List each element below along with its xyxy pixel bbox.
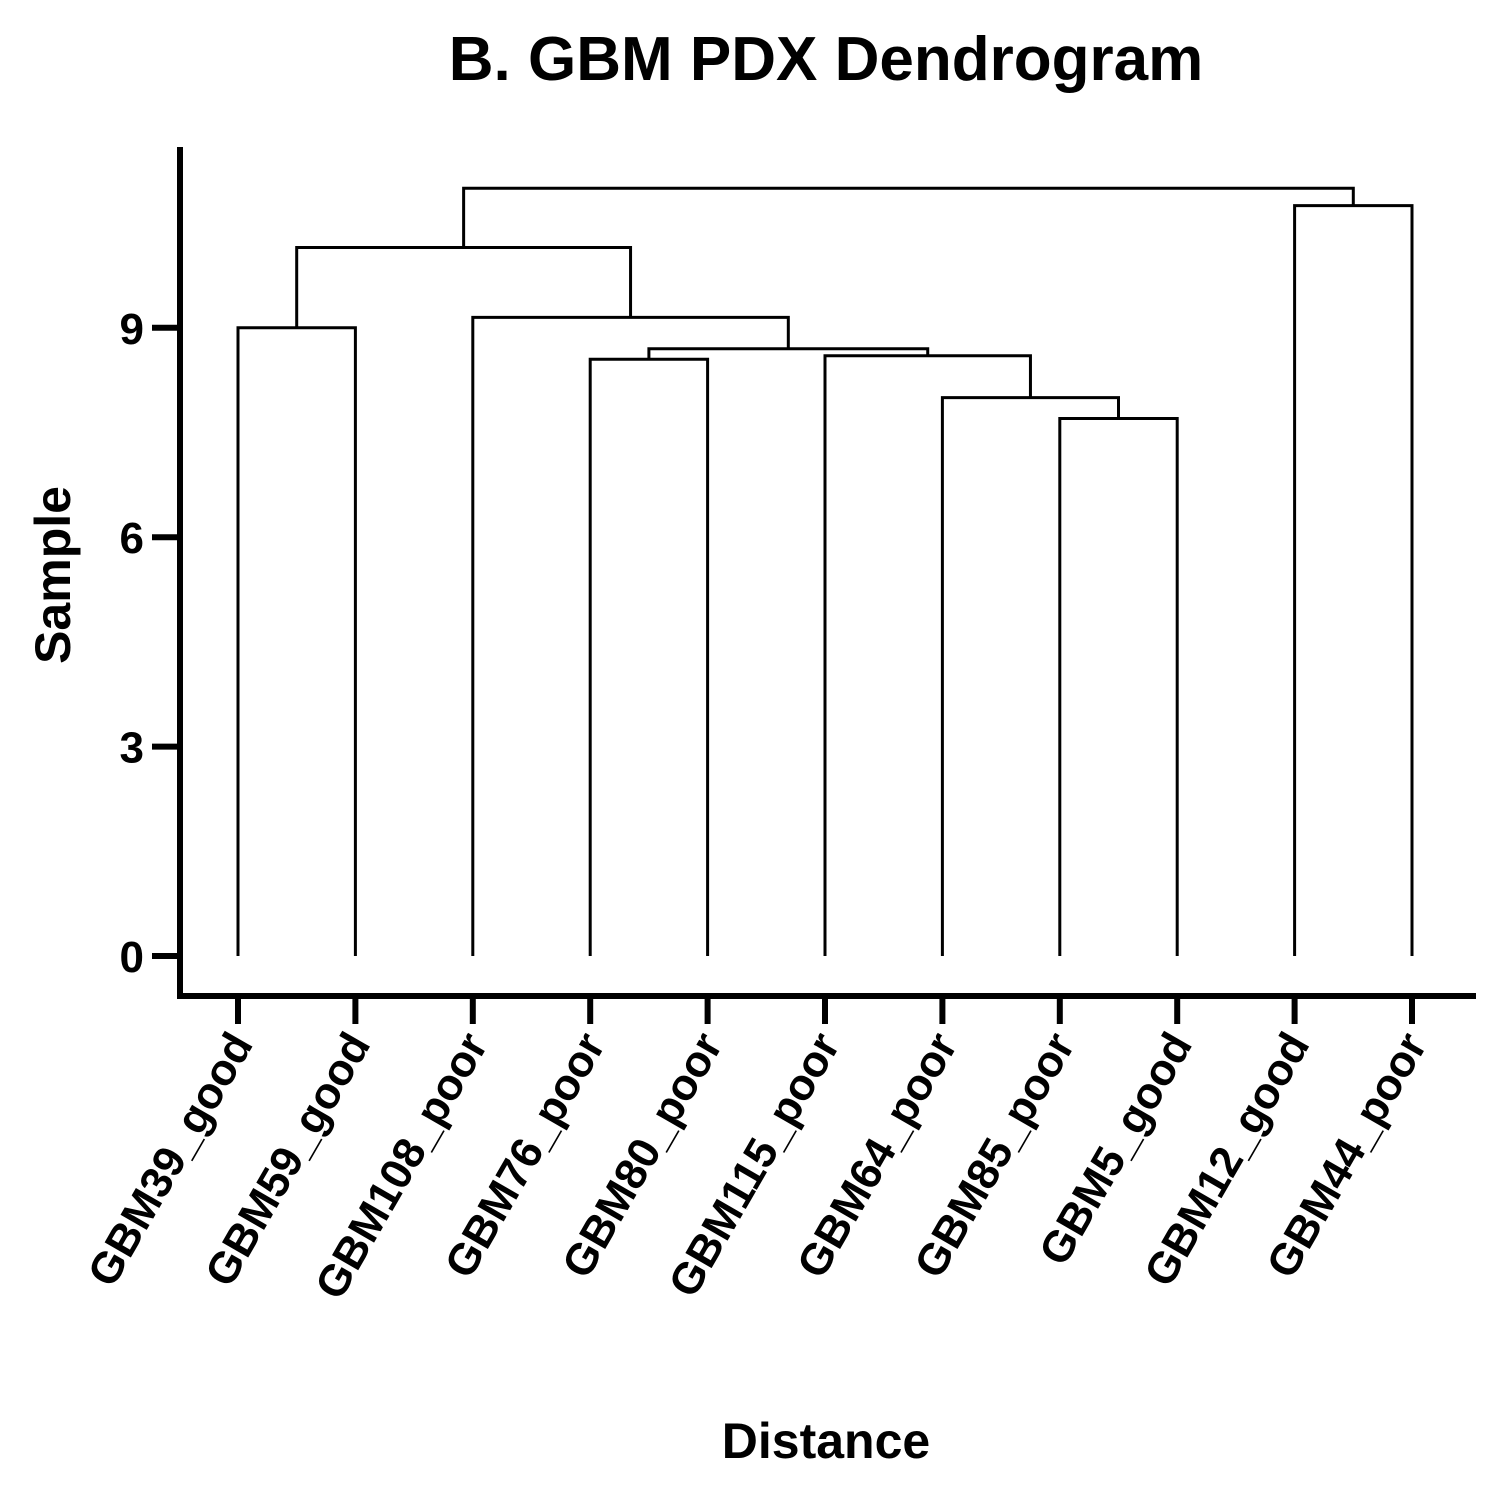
y-tick-label-6: 6 — [120, 514, 144, 563]
y-axis-label: Sample — [25, 486, 81, 664]
merge-link-2 — [1058, 417, 1179, 956]
y-tick-label-9: 9 — [120, 305, 144, 354]
merge-link-5 — [647, 347, 930, 360]
merge-link-9 — [462, 186, 1355, 248]
y-ticks: 0 3 6 9 — [120, 305, 180, 982]
merge-link-1 — [588, 357, 710, 956]
x-axis-label: Distance — [722, 1413, 930, 1469]
y-tick-label-0: 0 — [120, 933, 144, 982]
merge-link-4 — [823, 354, 1032, 956]
chart-title: B. GBM PDX Dendrogram — [449, 25, 1203, 94]
merge-link-7 — [295, 246, 633, 328]
dendrogram-links — [236, 186, 1414, 956]
merge-link-3 — [940, 396, 1120, 956]
y-tick-label-3: 3 — [120, 724, 144, 773]
merge-link-6 — [471, 315, 790, 956]
x-ticks: GBM39_goodGBM59_goodGBM108_poorGBM76_poo… — [78, 996, 1437, 1307]
merge-link-0 — [236, 326, 357, 956]
merge-link-8 — [1293, 204, 1414, 956]
